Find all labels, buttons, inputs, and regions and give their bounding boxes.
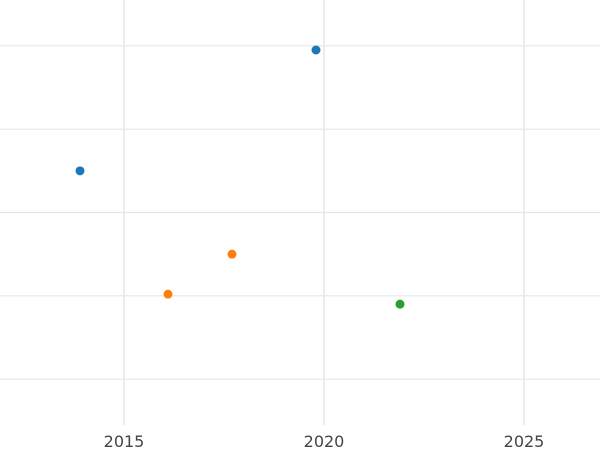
x-tick-label: 2015	[104, 432, 145, 450]
point-series-0-0	[75, 166, 85, 176]
x-tick-label: 2020	[304, 432, 345, 450]
point-series-0-1	[311, 45, 321, 55]
x-tick-labels: 2015 2020 2025	[104, 432, 545, 450]
point-series-2-0	[395, 299, 405, 309]
point-series-1-1	[227, 249, 237, 259]
x-tick-label: 2025	[504, 432, 545, 450]
grid	[0, 0, 600, 425]
point-series-1-0	[163, 289, 173, 299]
data-points	[75, 45, 405, 309]
